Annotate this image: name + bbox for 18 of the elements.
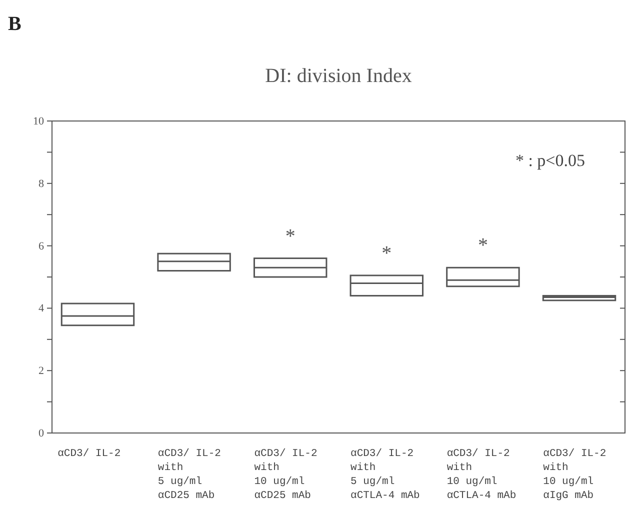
y-tick-label: 6 — [38, 240, 44, 252]
annotation: * — [285, 225, 296, 248]
x-tick-label: αCD3/ IL-2 with 5 ug/ml αCTLA-4 mAb — [350, 448, 420, 502]
x-tick-label: αCD3/ IL-2 with 10 ug/ml αIgG mAb — [543, 448, 606, 502]
annotation: * : p<0.05 — [515, 151, 585, 170]
annotation: * — [478, 234, 488, 257]
x-tick-label: αCD3/ IL-2 with 5 ug/ml αCD25 mAb — [158, 448, 221, 502]
y-tick-label: 4 — [38, 302, 44, 315]
x-tick-label: αCD3/ IL-2 — [58, 448, 121, 460]
chart-title: DI: division Index — [265, 65, 412, 87]
y-tick-label: 0 — [38, 428, 44, 440]
y-tick-label: 8 — [38, 178, 44, 190]
annotation: * — [382, 242, 392, 264]
text: B — [8, 13, 22, 35]
y-tick-label: 2 — [38, 365, 44, 378]
x-tick-label: αCD3/ IL-2 with 10 ug/ml αCD25 mAb — [254, 448, 318, 502]
y-tick-label: 10 — [33, 116, 44, 128]
x-tick-label: αCD3/ IL-2 with 10 ug/ml αCTLA-4 mAb — [446, 448, 516, 502]
